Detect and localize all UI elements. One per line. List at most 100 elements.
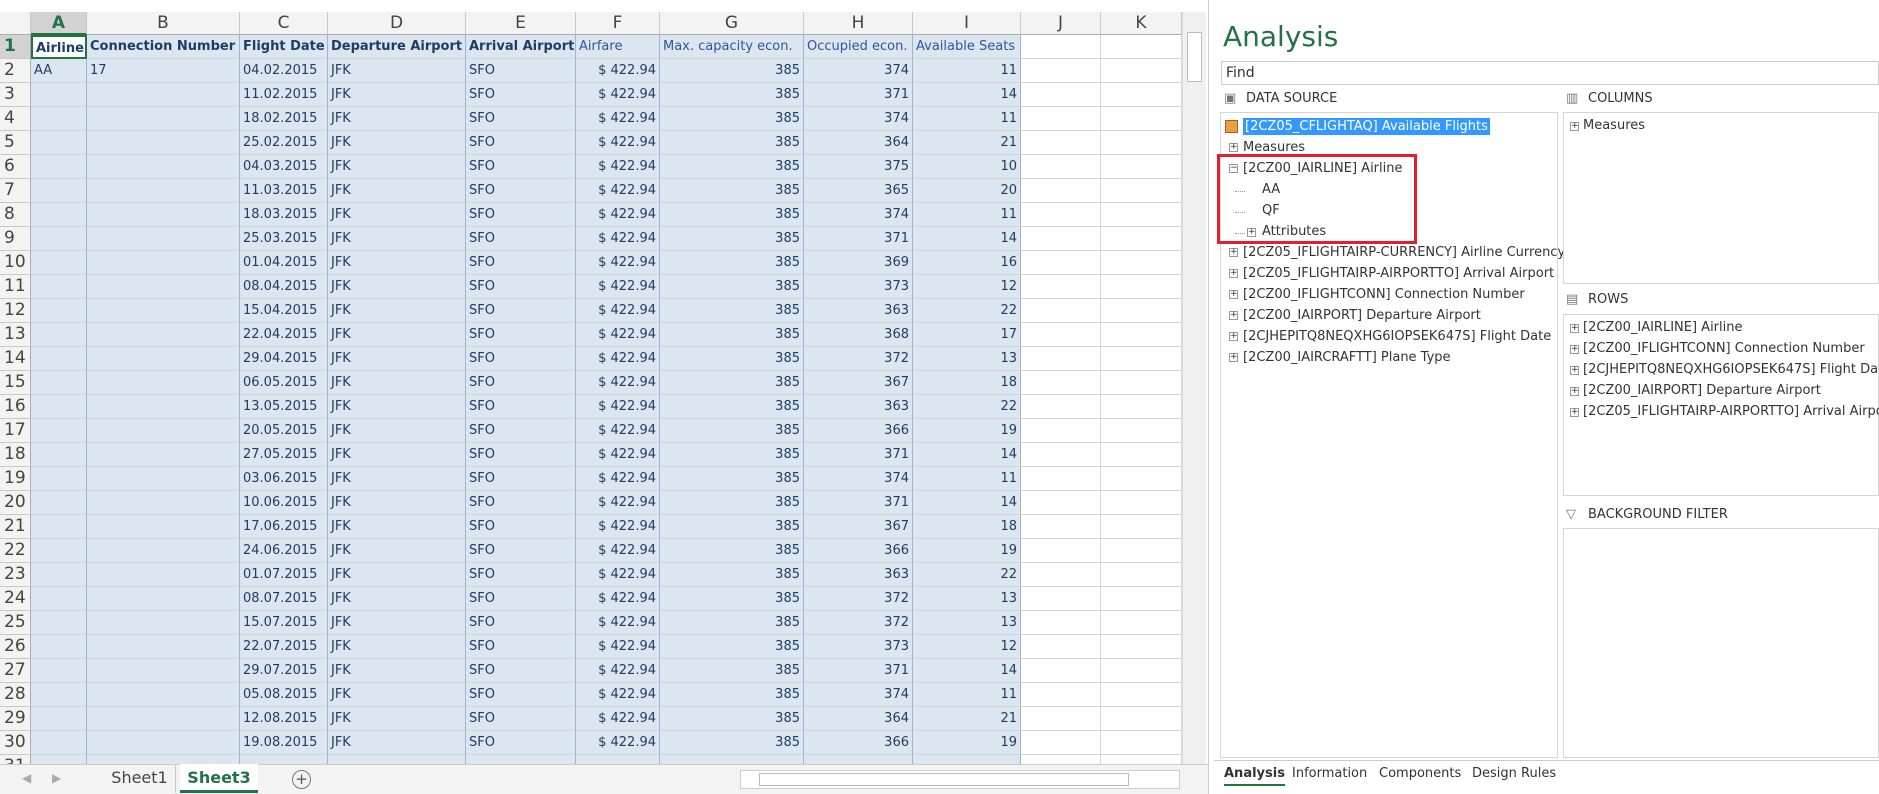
cell[interactable]: 25.03.2015 (240, 227, 328, 251)
cell[interactable] (87, 515, 240, 539)
cell[interactable] (1021, 467, 1101, 491)
cell[interactable]: JFK (328, 107, 466, 131)
pane-tab[interactable]: Components (1379, 766, 1462, 781)
cell[interactable] (87, 539, 240, 563)
cell[interactable]: 14 (913, 491, 1021, 515)
cell[interactable] (31, 299, 87, 323)
tree-expander[interactable]: + (1229, 310, 1238, 320)
cell[interactable]: SFO (466, 443, 576, 467)
cell[interactable]: 04.02.2015 (240, 59, 328, 83)
cell[interactable] (87, 275, 240, 299)
cell[interactable]: 10.06.2015 (240, 491, 328, 515)
tree-expander[interactable]: + (1570, 407, 1579, 417)
cell[interactable]: $ 422.94 (576, 251, 660, 275)
cell[interactable]: $ 422.94 (576, 515, 660, 539)
cell[interactable] (913, 755, 1021, 764)
tree-item[interactable]: AA (1262, 182, 1281, 197)
cell[interactable]: 18.03.2015 (240, 203, 328, 227)
cell[interactable] (87, 227, 240, 251)
cell[interactable] (31, 107, 87, 131)
cell[interactable]: 12 (913, 635, 1021, 659)
cell[interactable]: 12.08.2015 (240, 707, 328, 731)
tree-expander[interactable]: + (1570, 323, 1579, 333)
cell[interactable]: 25.02.2015 (240, 131, 328, 155)
cell[interactable]: $ 422.94 (576, 539, 660, 563)
cell[interactable]: SFO (466, 659, 576, 683)
cell[interactable]: 21 (913, 707, 1021, 731)
cell[interactable]: $ 422.94 (576, 59, 660, 83)
list-item[interactable]: [2CZ05_IFLIGHTAIRP-AIRPORTTO] Arrival Ai… (1583, 404, 1879, 419)
cell[interactable]: JFK (328, 347, 466, 371)
cell[interactable]: 18 (913, 515, 1021, 539)
row-header[interactable]: 25 (0, 611, 31, 635)
cell[interactable]: 21 (913, 131, 1021, 155)
cell[interactable]: 14 (913, 227, 1021, 251)
row-header[interactable]: 19 (0, 467, 31, 491)
pane-tab[interactable]: Design Rules (1472, 766, 1557, 781)
cell[interactable] (1021, 203, 1101, 227)
cell[interactable] (87, 659, 240, 683)
cell[interactable] (1101, 251, 1182, 275)
pane-tab[interactable]: Analysis (1224, 766, 1285, 786)
cell[interactable]: 385 (660, 515, 804, 539)
cell[interactable] (1101, 203, 1182, 227)
tree-item[interactable]: [2CZ00_IAIRPORT] Departure Airport (1243, 308, 1481, 323)
cell[interactable]: $ 422.94 (576, 299, 660, 323)
cell[interactable] (31, 563, 87, 587)
cell[interactable] (1101, 371, 1182, 395)
cell[interactable] (1101, 323, 1182, 347)
row-header[interactable]: 11 (0, 275, 31, 299)
cell[interactable] (31, 683, 87, 707)
cell[interactable]: $ 422.94 (576, 635, 660, 659)
cell[interactable] (1101, 395, 1182, 419)
cell[interactable]: JFK (328, 395, 466, 419)
cell[interactable]: 08.07.2015 (240, 587, 328, 611)
row-header[interactable]: 9 (0, 227, 31, 251)
cell[interactable]: 366 (804, 419, 913, 443)
list-item[interactable]: Measures (1583, 118, 1646, 133)
cell[interactable]: 385 (660, 59, 804, 83)
cell[interactable] (87, 491, 240, 515)
cell[interactable] (1101, 131, 1182, 155)
cell[interactable]: SFO (466, 707, 576, 731)
cell[interactable]: 366 (804, 731, 913, 755)
cell[interactable]: 22.07.2015 (240, 635, 328, 659)
cell[interactable] (31, 467, 87, 491)
cell[interactable]: $ 422.94 (576, 347, 660, 371)
cell[interactable]: 385 (660, 371, 804, 395)
cell[interactable]: SFO (466, 299, 576, 323)
row-header[interactable]: 21 (0, 515, 31, 539)
cell[interactable]: 364 (804, 707, 913, 731)
cell[interactable] (1101, 419, 1182, 443)
column-header[interactable]: C (240, 12, 328, 35)
cell[interactable]: JFK (328, 707, 466, 731)
cell[interactable]: 22.04.2015 (240, 323, 328, 347)
cell[interactable]: 367 (804, 515, 913, 539)
cell[interactable] (660, 755, 804, 764)
cell[interactable]: 11 (913, 59, 1021, 83)
cell[interactable]: 385 (660, 539, 804, 563)
column-header[interactable]: F (576, 12, 660, 35)
cell[interactable]: 374 (804, 203, 913, 227)
cell[interactable] (1021, 107, 1101, 131)
cell[interactable] (1021, 707, 1101, 731)
cell[interactable]: 373 (804, 275, 913, 299)
cell[interactable] (31, 323, 87, 347)
cell[interactable] (1101, 83, 1182, 107)
cell[interactable]: SFO (466, 203, 576, 227)
cell[interactable]: 20 (913, 179, 1021, 203)
cell[interactable]: 15.07.2015 (240, 611, 328, 635)
cell[interactable] (1101, 635, 1182, 659)
cell[interactable]: $ 422.94 (576, 107, 660, 131)
cell[interactable]: 372 (804, 611, 913, 635)
header-cell[interactable]: Occupied econ. (804, 35, 913, 59)
cell[interactable]: 18.02.2015 (240, 107, 328, 131)
header-cell[interactable] (1101, 35, 1182, 59)
cell[interactable]: $ 422.94 (576, 563, 660, 587)
cell[interactable]: 11 (913, 683, 1021, 707)
cell[interactable]: 371 (804, 491, 913, 515)
cell[interactable]: JFK (328, 467, 466, 491)
cell[interactable]: SFO (466, 563, 576, 587)
cell[interactable]: JFK (328, 227, 466, 251)
cell[interactable] (1021, 659, 1101, 683)
